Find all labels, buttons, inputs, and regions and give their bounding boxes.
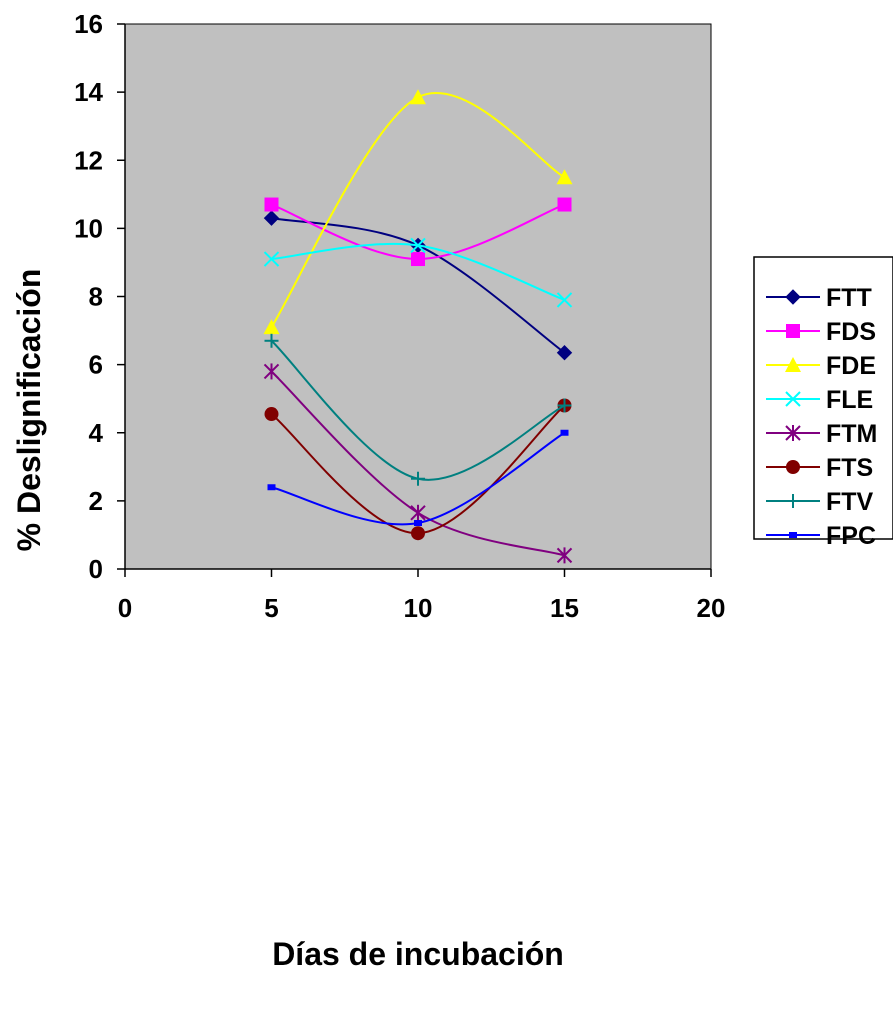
square-shape — [557, 197, 572, 212]
legend-label: FDS — [826, 318, 876, 346]
dash-shape — [560, 429, 569, 436]
x-tick-label: 0 — [118, 593, 132, 623]
x-stroke — [410, 237, 426, 254]
circle-shape — [786, 460, 800, 474]
legend-marker-fds — [786, 324, 800, 338]
y-tick-label: 14 — [74, 77, 103, 107]
triangle-shape — [410, 89, 426, 105]
legend-item-ftv: FTV — [766, 488, 874, 516]
data-point-fpc — [267, 484, 276, 491]
legend-label: FLE — [826, 386, 873, 414]
data-point-ftm — [410, 504, 426, 521]
y-tick-label: 8 — [89, 282, 103, 312]
x-tick-label: 10 — [404, 593, 433, 623]
y-tick-label: 12 — [74, 145, 103, 175]
legend-box — [753, 256, 893, 540]
x-tick-label: 20 — [697, 593, 726, 623]
triangle-shape — [785, 357, 801, 372]
legend-marker-fpc — [789, 532, 797, 538]
legend-marker-fde — [785, 357, 801, 372]
legend-label: FPC — [826, 522, 876, 550]
data-point-fle — [263, 251, 280, 267]
legend-label: FTT — [826, 284, 872, 312]
data-point-ftm — [263, 363, 280, 380]
y-tick-label: 2 — [89, 486, 103, 516]
data-point-ftv — [411, 471, 425, 486]
legend-marker-fle — [785, 391, 801, 407]
series-layer — [263, 89, 573, 564]
legend-marker-ftt — [785, 289, 801, 305]
data-point-ftv — [557, 398, 572, 413]
data-point-ftm — [556, 547, 573, 564]
legend-item-fle: FLE — [766, 386, 873, 414]
circle-shape — [264, 407, 279, 422]
data-point-fde — [410, 89, 426, 105]
dash-shape — [789, 532, 797, 538]
y-axis: 0 2 4 6 8 10 12 14 16 — [74, 9, 126, 584]
data-point-fds — [557, 197, 572, 212]
data-point-fle — [410, 237, 426, 254]
legend-label: FDE — [826, 352, 876, 380]
data-point-ftt — [556, 344, 573, 361]
square-shape — [786, 324, 800, 338]
x-tick-label: 5 — [264, 593, 278, 623]
y-tick-label: 16 — [74, 9, 103, 39]
data-point-fts — [411, 526, 425, 541]
y-tick-label: 6 — [89, 350, 103, 380]
data-point-fde — [556, 169, 573, 185]
legend-marker-ftm — [785, 425, 801, 441]
diamond-shape — [785, 289, 801, 305]
x-axis-title: Días de incubación — [272, 936, 564, 972]
legend-item-fpc: FPC — [766, 522, 876, 550]
diamond-shape — [263, 210, 280, 226]
square-shape — [264, 197, 279, 212]
data-point-fts — [264, 407, 279, 422]
legend-label: FTM — [826, 420, 877, 448]
triangle-shape — [263, 319, 280, 335]
data-point-fle — [556, 292, 573, 308]
legend-label: FTV — [826, 488, 874, 516]
data-point-fpc — [560, 429, 569, 436]
legend-item-ftt: FTT — [766, 284, 872, 312]
square-shape — [411, 252, 425, 267]
y-tick-label: 4 — [89, 418, 104, 448]
data-point-fds — [411, 252, 425, 267]
legend-item-ftm: FTM — [766, 420, 877, 448]
legend-marker-fts — [786, 460, 800, 474]
plot-area — [124, 23, 712, 570]
legend-item-fde: FDE — [766, 352, 876, 380]
legend: FTT FDS FDE FLE FTM FTS FTV FPC — [753, 256, 893, 550]
dash-shape — [414, 520, 422, 527]
y-tick-label: 10 — [74, 213, 103, 243]
x-axis: 0 5 10 15 20 — [118, 568, 726, 623]
legend-marker-ftv — [786, 494, 800, 508]
legend-label: FTS — [826, 454, 873, 482]
data-point-ftt — [263, 210, 280, 226]
y-tick-label: 0 — [89, 554, 103, 584]
x-stroke — [263, 251, 280, 267]
triangle-shape — [556, 169, 573, 185]
x-tick-label: 15 — [550, 593, 579, 623]
x-stroke — [556, 292, 573, 308]
legend-item-fts: FTS — [766, 454, 873, 482]
dash-shape — [267, 484, 276, 491]
circle-shape — [411, 526, 425, 541]
diamond-shape — [556, 344, 573, 361]
data-point-fde — [263, 319, 280, 335]
legend-item-fds: FDS — [766, 318, 876, 346]
data-point-fds — [264, 197, 279, 212]
data-point-ftv — [264, 333, 279, 348]
data-point-fpc — [414, 520, 422, 527]
y-axis-title: % Deslignificación — [11, 269, 47, 552]
x-stroke — [785, 391, 801, 407]
